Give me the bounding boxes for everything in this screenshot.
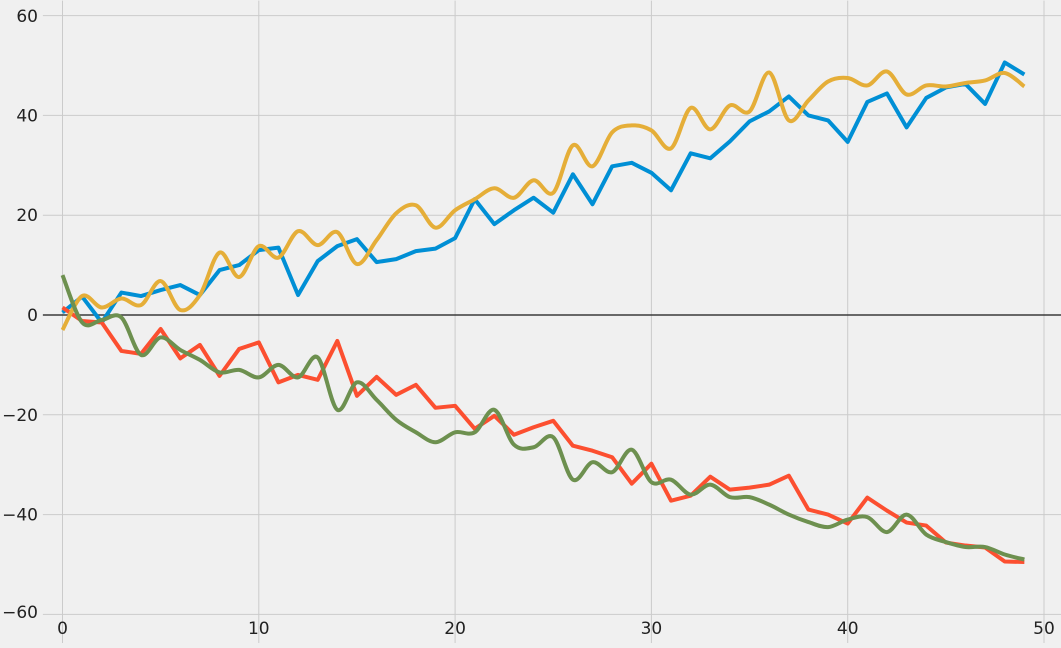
series-1-line: [61, 60, 1026, 325]
x-tick-label-4: 40: [837, 619, 859, 639]
y-tick-label-3: 0: [27, 306, 38, 326]
x-tick-labels: 0 10 20 30 40 50: [57, 619, 1055, 639]
x-tick-label-0: 0: [57, 619, 68, 639]
y-tick-label-6: −60: [2, 603, 38, 623]
x-tick-label-1: 10: [248, 619, 270, 639]
y-tick-label-4: −20: [2, 406, 38, 426]
x-tick-label-2: 20: [444, 619, 466, 639]
series-3-line: [60, 69, 1026, 331]
y-tick-label-5: −40: [2, 506, 38, 526]
series-lines: [60, 60, 1026, 564]
y-tick-label-2: 20: [16, 206, 38, 226]
x-tick-label-3: 30: [641, 619, 663, 639]
y-tick-label-1: 40: [16, 106, 38, 126]
series-4-line: [60, 274, 1025, 562]
y-tick-label-0: 60: [16, 7, 38, 27]
x-tick-label-5: 50: [1033, 619, 1055, 639]
y-tick-labels: 60 40 20 0 −20 −40 −60: [2, 7, 38, 623]
grid-lines: [42, 0, 1061, 643]
